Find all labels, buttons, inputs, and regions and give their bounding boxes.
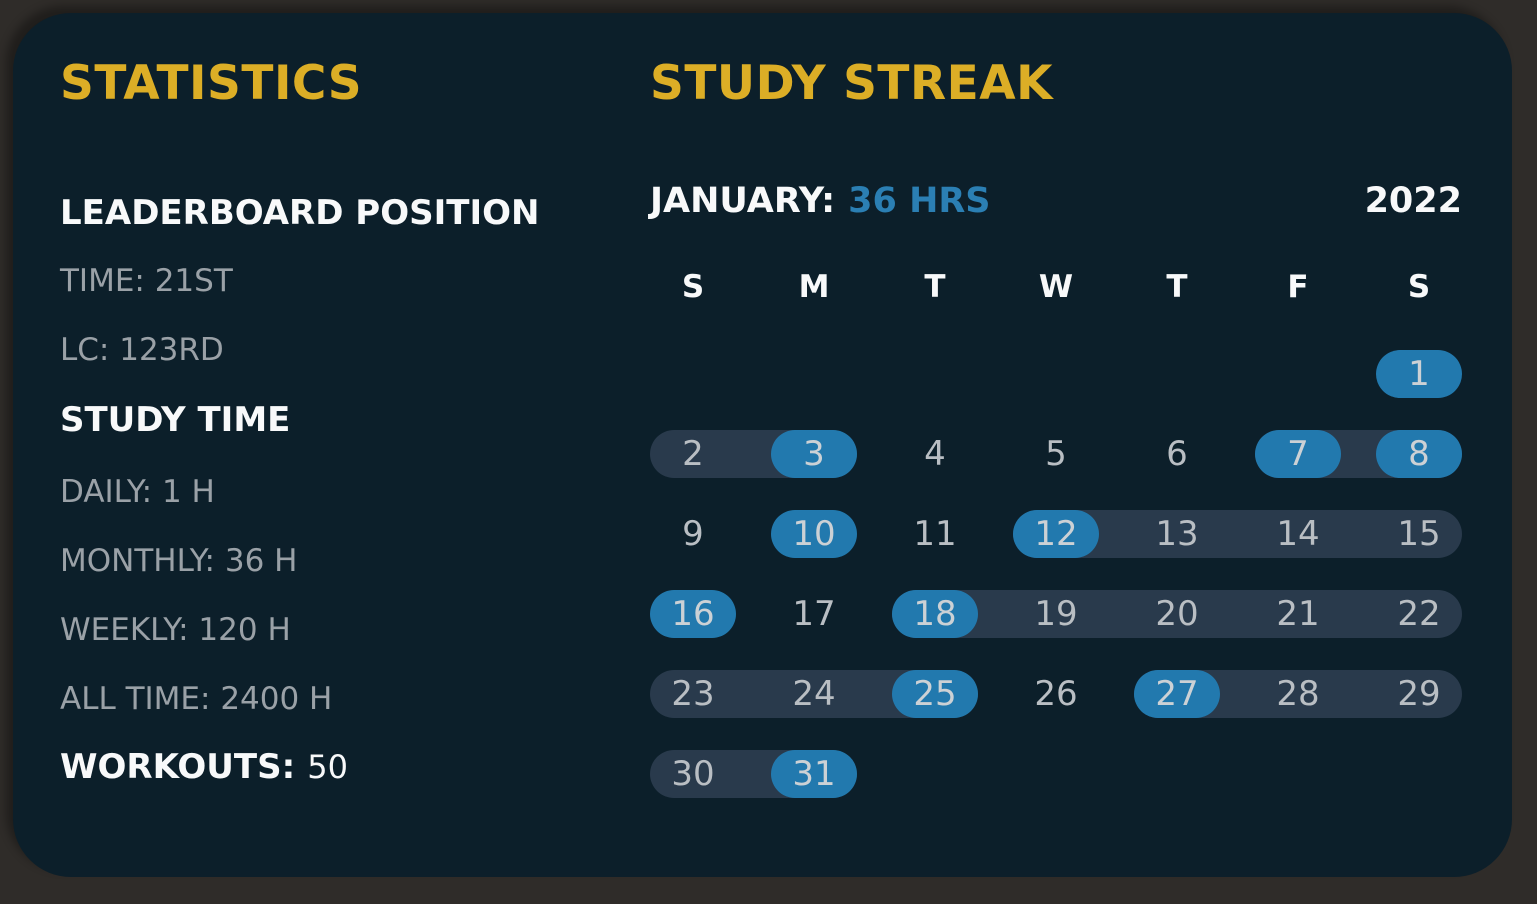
stat-value-line: WEEKLY: 120 H	[60, 612, 291, 648]
calendar-day-6[interactable]: 6	[1166, 434, 1188, 474]
calendar-day-7[interactable]: 7	[1255, 430, 1341, 478]
stat-value-line: LC: 123RD	[60, 332, 224, 368]
calendar-day-12[interactable]: 12	[1013, 510, 1099, 558]
calendar-week-row-2: 9 10 11 12 13 14 15	[650, 510, 1462, 558]
weekday-header-0: S	[681, 269, 705, 305]
calendar-day-15[interactable]: 15	[1397, 514, 1441, 554]
calendar-week-row-0: 1	[650, 350, 1462, 398]
stat-value-line: MONTHLY: 36 H	[60, 543, 298, 579]
stat-value-line: ALL TIME: 2400 H	[60, 681, 333, 717]
calendar-day-5[interactable]: 5	[1045, 434, 1067, 474]
stat-inline-value: 50	[307, 748, 348, 786]
dashboard-card: STATISTICS LEADERBOARD POSITION TIME: 21S…	[13, 13, 1512, 877]
month-label: JANUARY:	[650, 181, 836, 221]
calendar-day-25[interactable]: 25	[892, 670, 978, 718]
weekday-header-1: M	[798, 269, 830, 305]
calendar-day-19[interactable]: 19	[1034, 594, 1078, 634]
stat-section-header: LEADERBOARD POSITION	[60, 193, 540, 233]
calendar-day-11[interactable]: 11	[913, 514, 957, 554]
weekday-header-3: W	[1038, 269, 1074, 305]
year-label: 2022	[1364, 181, 1462, 221]
calendar-day-17[interactable]: 17	[792, 594, 836, 634]
weekday-header-6: S	[1407, 269, 1431, 305]
stat-line-workouts: WORKOUTS: 50	[60, 750, 348, 784]
calendar-day-8[interactable]: 8	[1376, 430, 1462, 478]
calendar-weeks: 1 2 3 4 5 6 7 8 9 10 11 12 13 14 15 16 17 18 19 20 21 22 23 24 2…	[650, 350, 1462, 830]
statistics-title: STATISTICS	[60, 56, 363, 111]
calendar-day-18[interactable]: 18	[892, 590, 978, 638]
study-streak-title: STUDY STREAK	[650, 56, 1054, 111]
stat-inline-label: WORKOUTS:	[60, 747, 296, 787]
calendar-day-13[interactable]: 13	[1155, 514, 1199, 554]
calendar-day-24[interactable]: 24	[792, 674, 836, 714]
calendar-week-row-4: 23 24 25 26 27 28 29	[650, 670, 1462, 718]
weekday-header-5: F	[1287, 269, 1309, 305]
calendar-day-21[interactable]: 21	[1276, 594, 1320, 634]
calendar-day-30[interactable]: 30	[671, 754, 715, 794]
calendar-day-23[interactable]: 23	[671, 674, 715, 714]
month-hours-value: 36 HRS	[848, 181, 991, 221]
calendar-day-9[interactable]: 9	[682, 514, 704, 554]
calendar-day-3[interactable]: 3	[771, 430, 857, 478]
stat-section-header: STUDY TIME	[60, 400, 291, 440]
streak-range-pill-18-22	[892, 590, 1462, 638]
calendar-month-row: JANUARY: 36 HRS 2022	[650, 181, 1462, 221]
calendar-day-14[interactable]: 14	[1276, 514, 1320, 554]
calendar-day-1[interactable]: 1	[1376, 350, 1462, 398]
stat-value-line: DAILY: 1 H	[60, 474, 215, 510]
calendar-day-10[interactable]: 10	[771, 510, 857, 558]
calendar-day-20[interactable]: 20	[1155, 594, 1199, 634]
weekday-header-2: T	[924, 269, 946, 305]
calendar-day-28[interactable]: 28	[1276, 674, 1320, 714]
calendar-day-31[interactable]: 31	[771, 750, 857, 798]
calendar-week-row-3: 16 17 18 19 20 21 22	[650, 590, 1462, 638]
calendar-day-26[interactable]: 26	[1034, 674, 1078, 714]
calendar-week-row-5: 30 31	[650, 750, 1462, 798]
calendar-day-2[interactable]: 2	[682, 434, 704, 474]
calendar-day-29[interactable]: 29	[1397, 674, 1441, 714]
stat-value-line: TIME: 21ST	[60, 263, 233, 299]
calendar-day-16[interactable]: 16	[650, 590, 736, 638]
weekday-header-4: T	[1166, 269, 1188, 305]
calendar-day-22[interactable]: 22	[1397, 594, 1441, 634]
calendar-day-4[interactable]: 4	[924, 434, 946, 474]
calendar-day-27[interactable]: 27	[1134, 670, 1220, 718]
